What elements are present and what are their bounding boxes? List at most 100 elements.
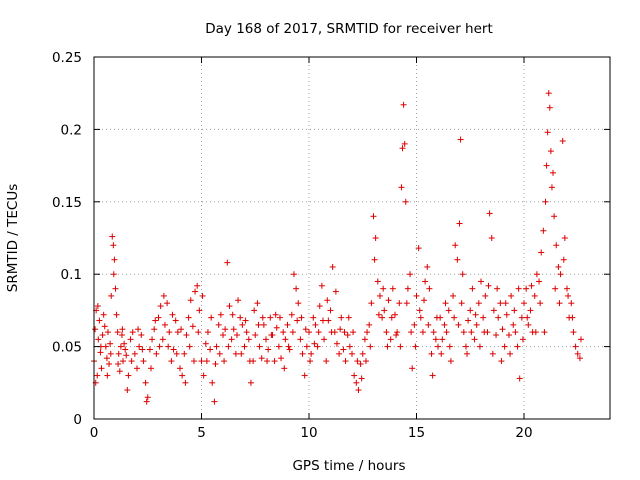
data-point (435, 343, 441, 350)
data-point (516, 375, 523, 382)
data-point (123, 352, 130, 359)
data-point (361, 336, 368, 343)
data-point (289, 329, 296, 336)
data-point (457, 136, 464, 143)
data-point (235, 297, 242, 304)
data-point (251, 307, 258, 314)
data-point (190, 358, 197, 365)
data-point (324, 297, 331, 304)
data-point (389, 285, 396, 292)
data-point (560, 256, 567, 263)
data-point (144, 394, 151, 401)
data-point (151, 326, 158, 333)
data-point (159, 336, 166, 343)
data-point (124, 387, 131, 394)
data-point (211, 398, 218, 405)
data-point (200, 372, 207, 379)
data-point (230, 326, 237, 333)
data-point (146, 346, 153, 353)
data-point (540, 227, 547, 234)
data-point (368, 300, 375, 307)
data-point (127, 336, 134, 343)
data-point (312, 321, 319, 328)
data-point (376, 292, 383, 299)
data-point (371, 256, 378, 263)
data-point (407, 271, 414, 278)
data-point (570, 329, 577, 336)
data-point (465, 317, 472, 324)
data-point (342, 358, 349, 365)
data-point (294, 317, 301, 324)
data-point (332, 288, 339, 295)
data-point (525, 321, 532, 328)
data-point (340, 346, 347, 353)
data-point (278, 355, 285, 362)
data-point (267, 314, 274, 321)
data-point (498, 358, 505, 365)
data-point (297, 336, 304, 343)
data-point (226, 303, 233, 310)
data-point (521, 300, 527, 307)
data-point (411, 321, 418, 328)
data-point (173, 350, 180, 357)
data-point (344, 332, 351, 339)
data-point (316, 303, 323, 310)
data-point (182, 379, 189, 386)
data-point (380, 285, 387, 292)
data-point (538, 249, 545, 256)
data-point (275, 343, 282, 350)
data-point (349, 350, 355, 357)
data-point (548, 184, 555, 191)
data-point (480, 314, 487, 321)
data-point (301, 372, 308, 379)
data-point (497, 300, 504, 307)
data-point (321, 336, 328, 343)
data-point (280, 329, 287, 336)
data-point (224, 259, 231, 266)
y-tick-label: 0.25 (52, 50, 82, 66)
data-point (302, 326, 309, 333)
data-point (172, 317, 179, 324)
data-point (139, 346, 146, 353)
data-point (134, 365, 140, 372)
data-point (103, 355, 110, 362)
data-point (155, 314, 162, 321)
data-point (169, 311, 176, 318)
data-point (129, 329, 136, 336)
data-point (156, 343, 163, 350)
data-point (409, 365, 416, 372)
data-point (112, 285, 119, 292)
data-point (507, 350, 514, 357)
data-point (186, 343, 193, 350)
data-point (185, 314, 192, 321)
data-point (282, 336, 289, 343)
data-point (168, 358, 175, 365)
data-point (515, 285, 522, 292)
data-point (207, 346, 214, 353)
data-point (345, 314, 352, 321)
data-point (550, 169, 557, 176)
data-point (421, 297, 428, 304)
data-point (537, 300, 544, 307)
data-point (181, 350, 188, 357)
data-point (204, 329, 211, 336)
data-point (429, 372, 436, 379)
data-point (329, 263, 336, 270)
data-point (315, 329, 322, 336)
data-point (478, 278, 484, 285)
data-point (572, 343, 579, 350)
data-point (259, 314, 266, 321)
data-point (319, 317, 326, 324)
data-point (299, 350, 306, 357)
data-point (351, 372, 358, 379)
data-point (237, 314, 244, 321)
data-point (442, 300, 449, 307)
data-point (314, 343, 321, 350)
data-point (131, 350, 138, 357)
data-point (385, 297, 392, 304)
data-point (493, 332, 500, 339)
data-point (92, 326, 99, 333)
data-point (281, 365, 288, 372)
data-point (100, 311, 107, 318)
